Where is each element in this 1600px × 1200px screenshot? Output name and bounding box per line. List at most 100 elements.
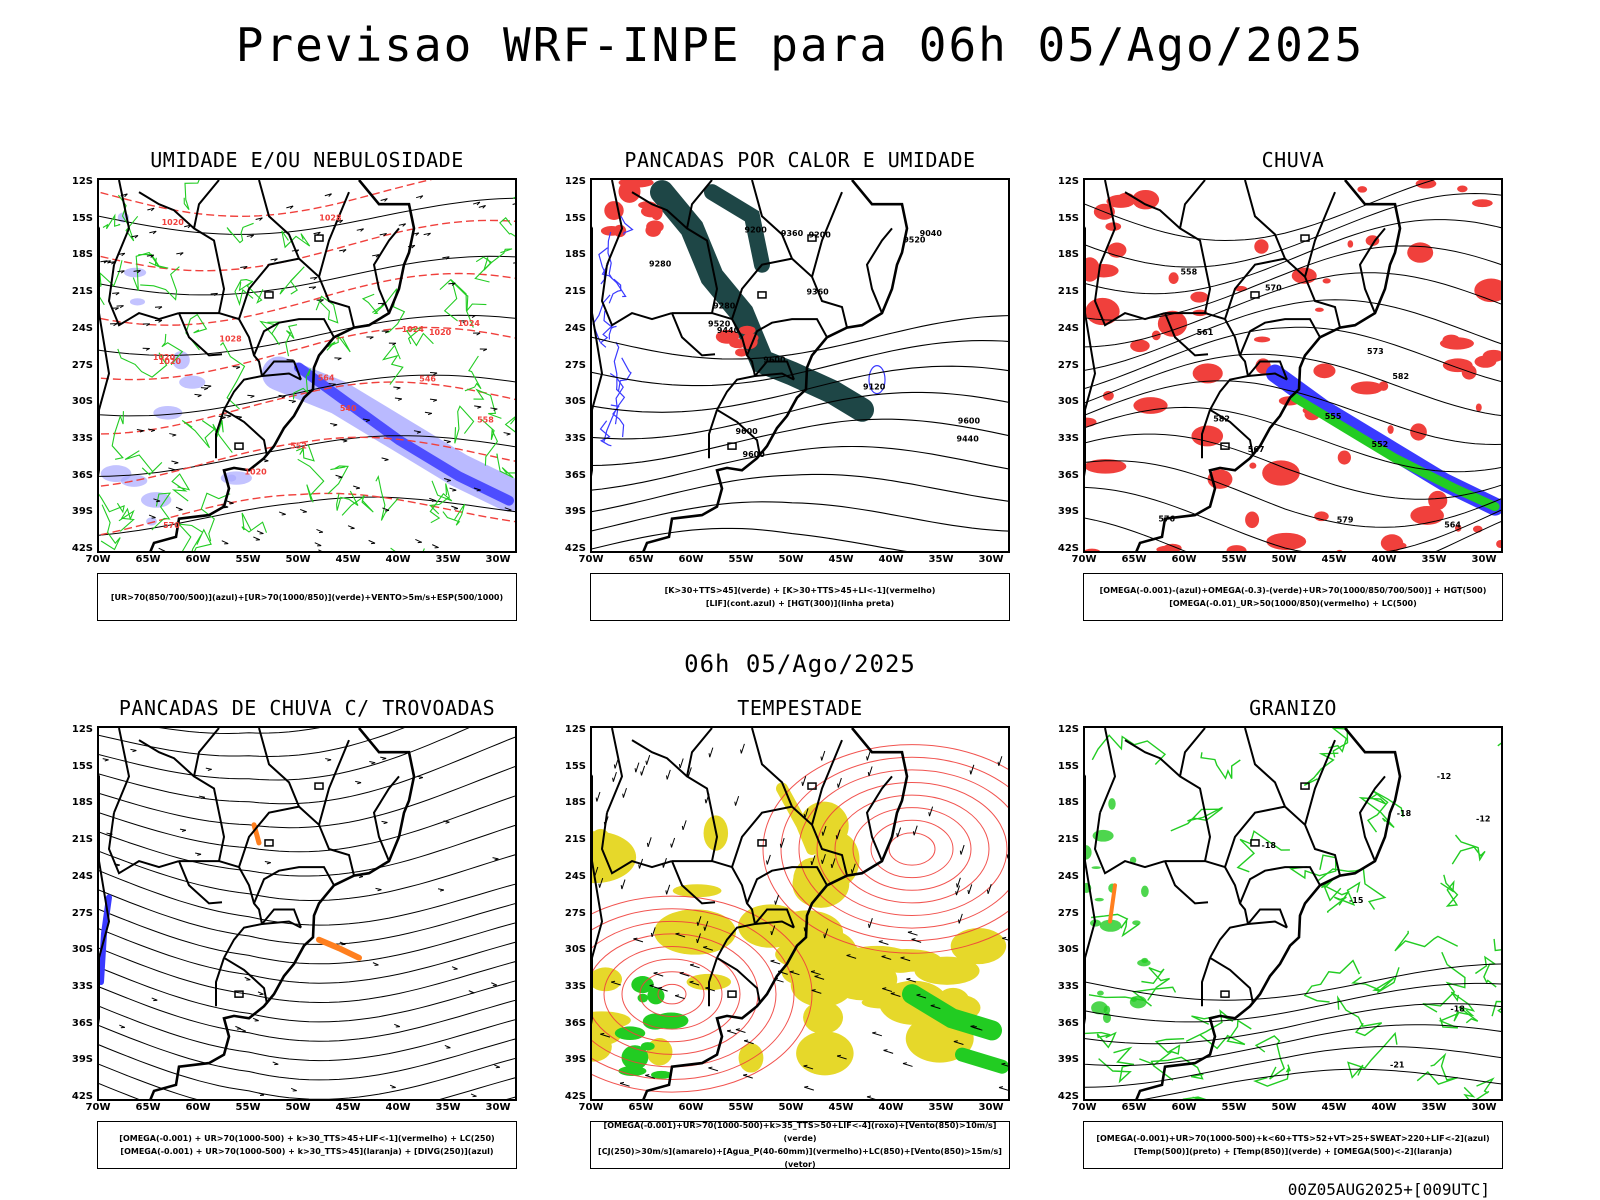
wind-vector-head: [613, 764, 616, 769]
streamline: [603, 946, 741, 1043]
country-border: [218, 312, 264, 411]
wind-vector-head: [427, 412, 433, 416]
shaded-area: [1085, 548, 1100, 551]
streamline: [99, 824, 515, 877]
wind-vector-head: [221, 416, 226, 420]
country-border: [1099, 180, 1117, 266]
country-border: [258, 728, 355, 876]
shaded-area: [1474, 278, 1501, 303]
country-border: [1247, 372, 1288, 381]
temp850-contour: [1394, 930, 1459, 952]
wind-vector-head: [446, 441, 451, 444]
wind-vector-head: [375, 254, 380, 258]
latitude-tick: 18S: [1057, 797, 1079, 809]
wind-vector: [253, 536, 260, 541]
humidity-contour: [512, 196, 515, 199]
wind-vector: [449, 487, 457, 491]
longitude-tick: 35W: [928, 554, 954, 565]
country-border: [178, 312, 223, 357]
wind-vector-head: [820, 756, 823, 761]
latitude-tick: 42S: [1057, 1091, 1079, 1102]
wind-vector: [314, 542, 322, 547]
wind-vector: [194, 393, 202, 396]
wind-vector-head: [696, 938, 698, 944]
country-border: [138, 739, 195, 778]
shaded-area: [1091, 1001, 1108, 1015]
wind-vector-head: [369, 336, 374, 340]
country-border: [731, 805, 793, 868]
wind-vector: [513, 262, 515, 264]
lake-marker: [727, 990, 737, 998]
contour-label: 564: [1444, 521, 1461, 530]
shaded-area: [1099, 919, 1122, 932]
shaded-area: [1094, 897, 1104, 902]
country-border: [253, 866, 335, 904]
latitude-tick: 27S: [1057, 359, 1079, 371]
contour-line: [99, 272, 515, 326]
country-border: [1304, 739, 1336, 826]
shaded-area: [1191, 425, 1224, 447]
latitude-tick: 27S: [564, 359, 586, 371]
wind-vector-head: [912, 831, 915, 836]
wind-vector: [328, 383, 336, 385]
humidity-contour: [279, 266, 305, 295]
wind-vector: [804, 808, 809, 819]
shaded-area: [1108, 798, 1116, 810]
longitude-tick: 35W: [928, 1102, 954, 1113]
wind-vector-head: [331, 383, 336, 387]
latitude-tick: 42S: [564, 1091, 586, 1102]
contour-label: 546: [419, 374, 436, 383]
latitude-tick: 12S: [1057, 724, 1079, 735]
wind-vector: [318, 549, 323, 551]
longitude-tick: 50W: [778, 1102, 804, 1113]
temp850-contour: [1328, 728, 1349, 758]
wind-vector: [432, 544, 439, 548]
wind-vector: [647, 837, 652, 847]
wind-vector-head: [113, 323, 118, 327]
streamline: [99, 928, 515, 984]
wind-vector-head: [735, 1028, 740, 1031]
wind-vector: [117, 270, 125, 273]
latitude-tick: 30S: [564, 396, 586, 408]
wind-vector-head: [868, 923, 870, 928]
wind-vector-head: [640, 771, 642, 776]
contour-label: 552: [290, 442, 307, 451]
wind-vector-head: [134, 235, 139, 239]
longitude-labels: 70W 65W 60W 55W 50W 45W 40W 35W 30W: [86, 1102, 517, 1116]
wind-vector: [1001, 1063, 1008, 1067]
wind-vector-head: [119, 305, 124, 309]
wind-vector-head: [598, 883, 601, 888]
wind-vector-head: [124, 193, 128, 198]
wind-vector-head: [281, 513, 286, 516]
wind-vector: [621, 879, 626, 890]
shaded-area: [1226, 545, 1247, 551]
country-border: [1224, 257, 1286, 320]
longitude-labels: 70W 65W 60W 55W 50W 45W 40W 35W 30W: [1072, 554, 1503, 568]
country-border: [1209, 956, 1254, 1004]
lake-marker: [264, 839, 274, 847]
wind-vector: [472, 201, 481, 205]
contour-label: 9520: [708, 320, 731, 329]
contour-line: [1085, 326, 1501, 389]
humidity-contour: [428, 483, 450, 515]
wind-vector: [970, 764, 975, 775]
longitude-tick: 40W: [385, 1102, 411, 1113]
lake-marker: [1250, 839, 1260, 847]
wind-vector-head: [158, 306, 163, 310]
lake-marker: [1250, 291, 1260, 299]
temp850-contour: [1253, 1064, 1291, 1087]
country-border: [1093, 264, 1166, 327]
contour-line: [1085, 353, 1501, 417]
wind-vector: [451, 505, 459, 509]
wind-vector-head: [878, 940, 883, 943]
humidity-contour: [234, 279, 254, 307]
contour-label: -12: [1437, 772, 1451, 781]
shaded-area: [796, 1031, 854, 1076]
wind-vector-head: [708, 1066, 713, 1069]
legend-text: [CJ(250)>30m/s](amarelo)+[Agua_P(40-60mm…: [598, 1147, 1002, 1169]
wind-vector-head: [452, 489, 457, 492]
wind-vector: [430, 372, 438, 374]
wind-vector-head: [774, 900, 776, 905]
shaded-band: [316, 936, 362, 961]
wind-vector: [958, 913, 963, 924]
